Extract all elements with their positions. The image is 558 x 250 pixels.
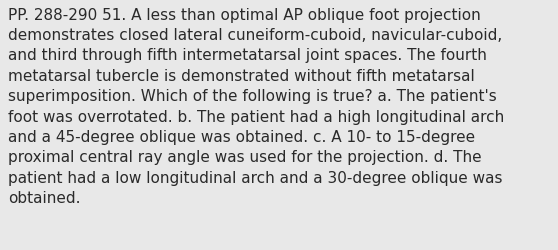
Text: PP. 288-290 51. A less than optimal AP oblique foot projection
demonstrates clos: PP. 288-290 51. A less than optimal AP o… <box>8 8 504 205</box>
